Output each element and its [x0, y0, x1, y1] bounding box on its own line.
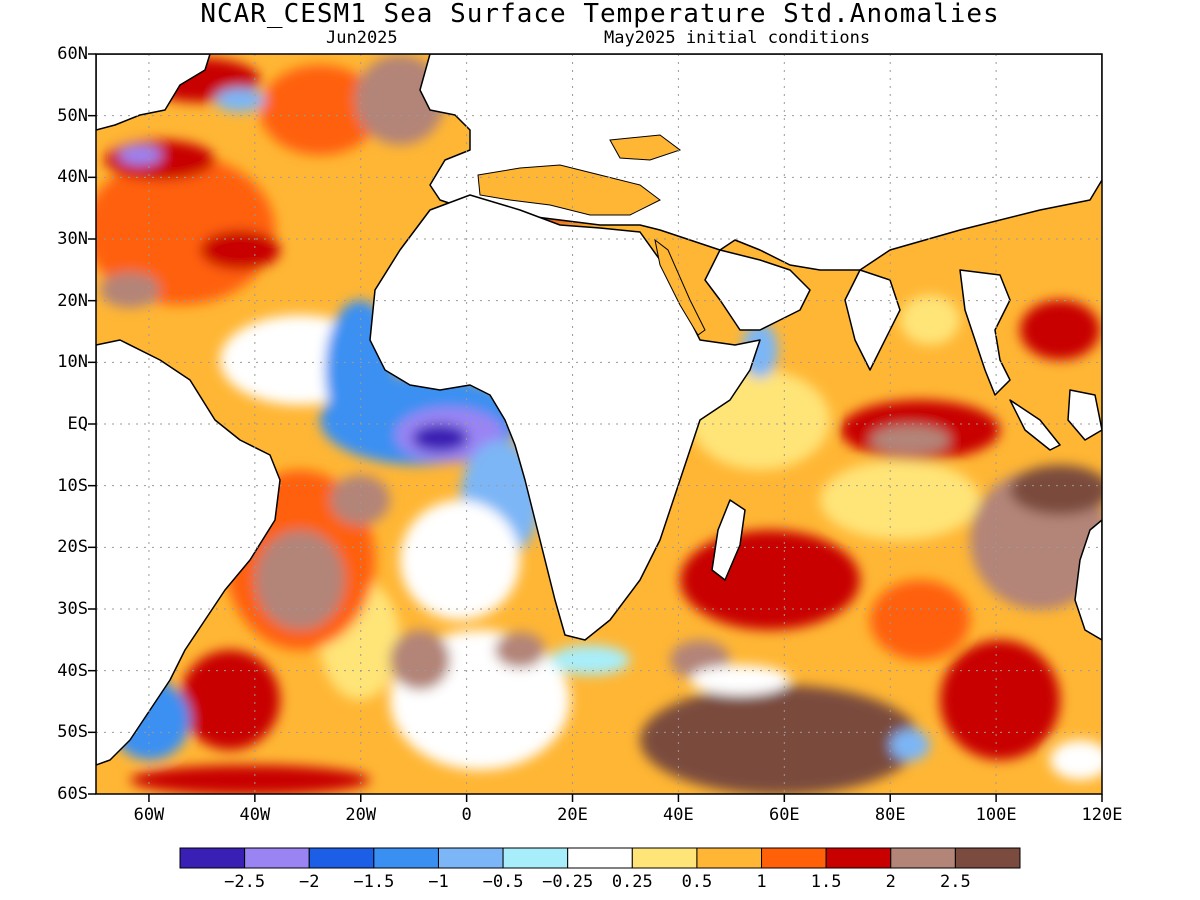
europe-land [419, 54, 1102, 271]
lat-label: 50S [57, 722, 88, 743]
continents [96, 54, 1102, 766]
lat-label: 40S [57, 660, 88, 681]
red-sea [654, 238, 706, 336]
colorbar-tick-label: −2.5 [224, 872, 266, 892]
colorbar-swatch [825, 847, 892, 869]
lat-label: 10N [57, 352, 88, 373]
colorbar-swatch [244, 847, 310, 869]
colorbar-tick-label: 2 [885, 872, 896, 892]
india-land [844, 269, 901, 371]
lat-label: 40N [57, 167, 88, 188]
mediterranean-sea [477, 164, 661, 216]
axis-ticks [88, 53, 1103, 802]
lon-label: 40W [239, 805, 271, 825]
colorbar-tick-label: −1.5 [353, 872, 395, 892]
colorbar-swatch [761, 847, 827, 869]
lat-label: 20S [57, 537, 88, 558]
africa-land [369, 194, 761, 641]
colorbar-swatch [631, 847, 698, 869]
australia-land [1074, 519, 1102, 641]
lon-label: 120E [1081, 805, 1123, 825]
forecast-month-label: Jun2025 [326, 28, 398, 48]
colorbar-tick-label: 0.25 [611, 872, 653, 892]
colorbar-swatch [437, 847, 504, 869]
lon-label: 100E [975, 805, 1017, 825]
inland-seas [477, 134, 706, 336]
north-america-land [96, 54, 211, 131]
colorbar-swatch [696, 847, 763, 869]
colorbar-swatch [890, 847, 956, 869]
colorbar-swatch [179, 847, 246, 869]
lon-label: 40E [663, 805, 694, 825]
colorbar-swatch [954, 847, 1021, 869]
colorbar-tick-label: −1 [428, 872, 449, 892]
arabia-land [704, 249, 811, 331]
lat-label: 30N [57, 229, 88, 249]
lat-label: 50N [57, 105, 88, 126]
colorbar-tick-label: −0.5 [482, 872, 524, 892]
colorbar-tick-label: 1.5 [810, 872, 842, 892]
lon-label: 60E [768, 805, 800, 825]
colorbar-tick-label: 0.5 [681, 872, 713, 892]
sumatra-land [1009, 399, 1061, 451]
lat-label: EQ [67, 414, 88, 434]
lat-label: 60S [57, 784, 88, 804]
madagascar-land [711, 499, 746, 581]
lon-label: 20E [557, 805, 588, 825]
map-title: NCAR_CESM1 Sea Surface Temperature Std.A… [200, 0, 1000, 29]
colorbar-tick-label: 2.5 [940, 872, 971, 892]
colorbar-tick-label: −0.25 [542, 872, 594, 892]
lon-label: 60W [133, 805, 165, 825]
lon-label: 80E [874, 805, 906, 825]
borneo-land [1067, 389, 1102, 441]
colorbar-swatch [308, 847, 375, 869]
lon-label: 0 [461, 805, 472, 825]
lat-label: 30S [57, 599, 88, 619]
initial-conditions-label: May2025 initial conditions [604, 28, 871, 48]
colorbar-tick-label: 1 [756, 872, 767, 892]
lat-label: 20N [57, 290, 88, 311]
south-america-land [96, 339, 281, 766]
black-sea [609, 134, 682, 161]
graticule [96, 54, 1102, 794]
lat-label: 60N [57, 44, 88, 64]
southeast-asia-land [959, 269, 1011, 396]
colorbar-tick-label: −2 [298, 872, 320, 892]
lat-label: 10S [57, 475, 88, 496]
colorbar-swatch [502, 847, 569, 869]
lon-label: 20W [345, 805, 377, 825]
colorbar [179, 847, 1021, 869]
colorbar-swatch [373, 847, 439, 869]
colorbar-swatch [567, 847, 633, 869]
